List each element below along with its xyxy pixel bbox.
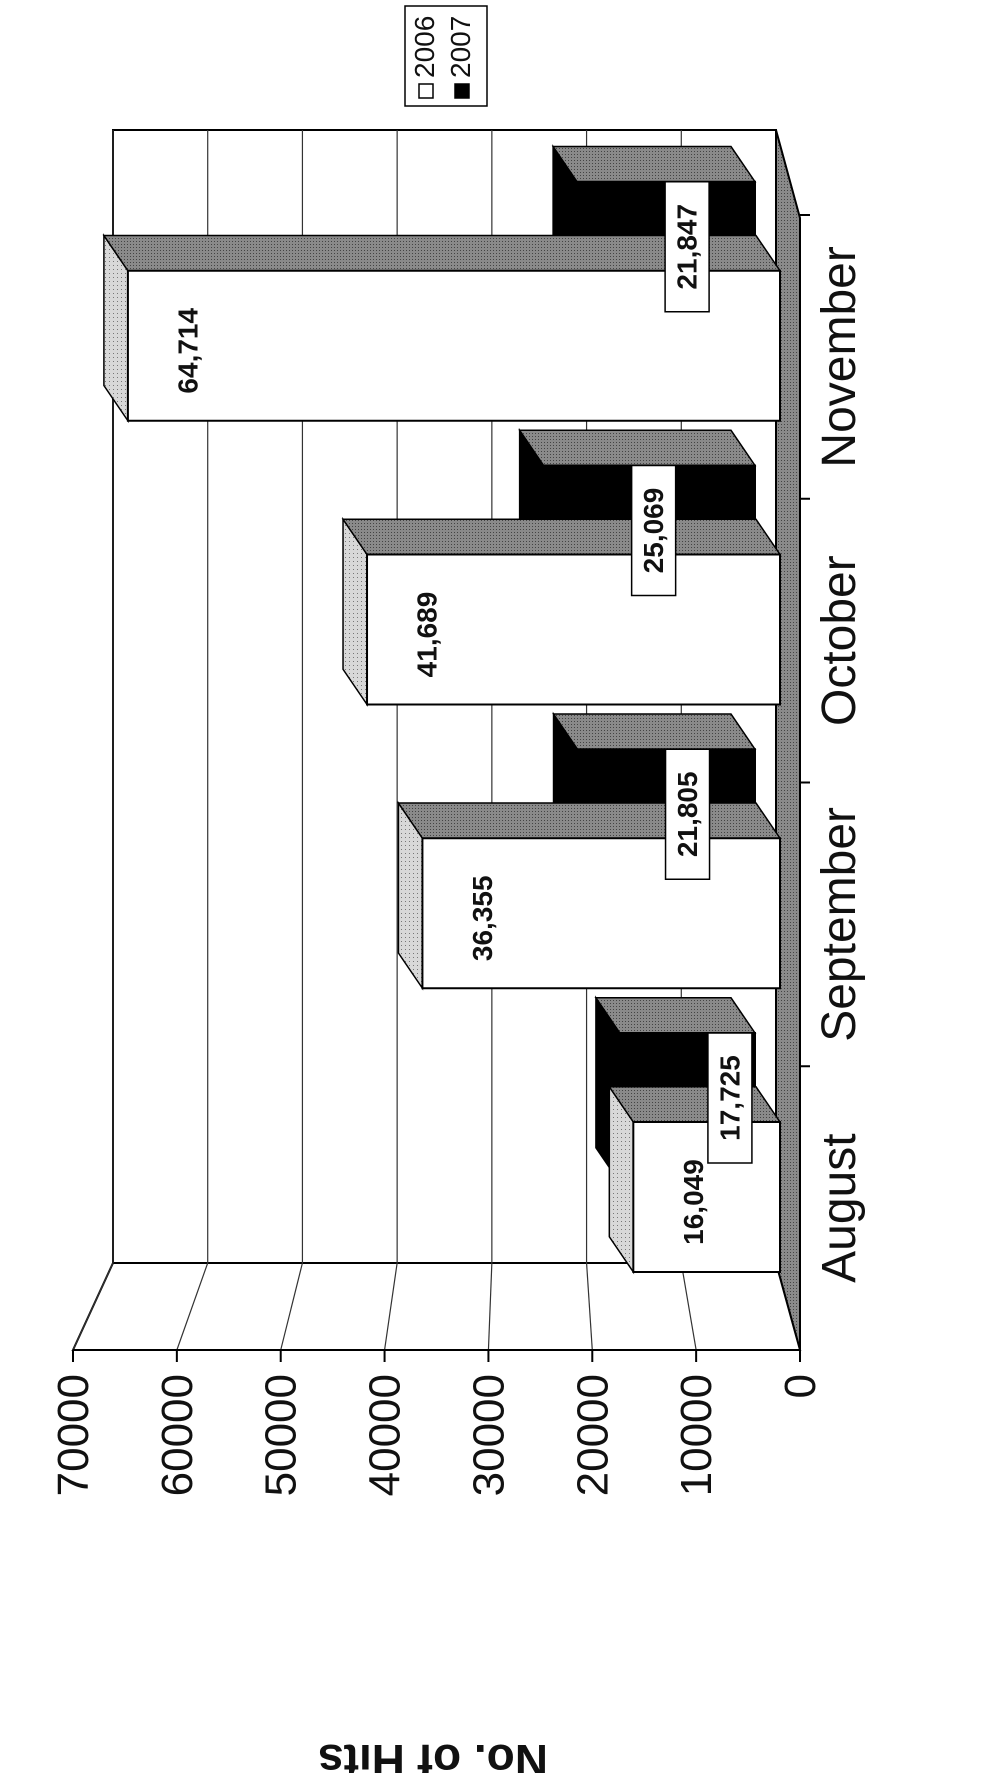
tick-label: 20000	[568, 1374, 617, 1496]
legend-swatch-2007	[454, 83, 470, 99]
tick-label: 50000	[257, 1374, 306, 1496]
bar-side-2006	[397, 802, 782, 839]
gridline-side	[585, 1262, 593, 1351]
legend: 2006 2007	[404, 5, 488, 107]
legend-swatch-2006	[418, 83, 434, 99]
bar-2006	[366, 553, 781, 706]
gridline-side	[383, 1262, 398, 1351]
tick-label: 40000	[361, 1374, 410, 1496]
bar-side-2007	[552, 713, 757, 750]
legend-label-2006: 2006	[409, 16, 440, 78]
tick-label: 30000	[464, 1374, 513, 1496]
bar-2006	[421, 837, 781, 990]
data-label-box	[664, 748, 711, 880]
tick-label: 70000	[49, 1374, 98, 1496]
data-label-2006: 41,689	[412, 592, 443, 678]
bar-2006	[632, 1121, 781, 1273]
bar-side-2007	[551, 145, 757, 183]
gridline-side	[487, 1262, 493, 1351]
gridline-side	[280, 1262, 304, 1351]
data-label-2007: 21,805	[672, 771, 703, 857]
tick-label: 0	[776, 1374, 825, 1398]
gridline-side	[680, 1262, 697, 1351]
bar-side-2007	[594, 997, 757, 1034]
tick-label: 10000	[672, 1374, 721, 1496]
legend-label-2007: 2007	[445, 16, 476, 78]
data-label-box	[664, 181, 710, 313]
data-label-box	[707, 1032, 753, 1164]
gridline-side	[72, 1262, 114, 1351]
category-label: September	[813, 807, 866, 1042]
bars	[102, 144, 782, 1275]
category-label: November	[813, 246, 866, 467]
data-label-box	[630, 464, 677, 597]
data-label-2006: 36,355	[467, 875, 498, 961]
bar-side-2006	[607, 1086, 782, 1123]
legend-box	[404, 5, 488, 107]
gridline-side	[176, 1262, 209, 1351]
category-label: October	[813, 555, 866, 726]
tick-label: 60000	[153, 1374, 202, 1496]
category-axis: August September October November	[799, 214, 866, 1350]
bar-side-2006	[341, 518, 782, 556]
bar-side-2007	[518, 429, 757, 467]
data-label-2007: 25,069	[638, 488, 669, 574]
data-label-2007: 17,725	[714, 1055, 745, 1141]
value-axis: 0 10000 20000 30000 40000 50000 60000 70000	[49, 1349, 825, 1496]
data-label-2006: 16,049	[678, 1159, 709, 1245]
category-label: August	[813, 1133, 866, 1282]
data-label-2006: 64,714	[172, 308, 203, 394]
data-label-2007: 21,847	[672, 204, 703, 290]
y-axis-title: No. of Hits	[318, 1735, 548, 1773]
